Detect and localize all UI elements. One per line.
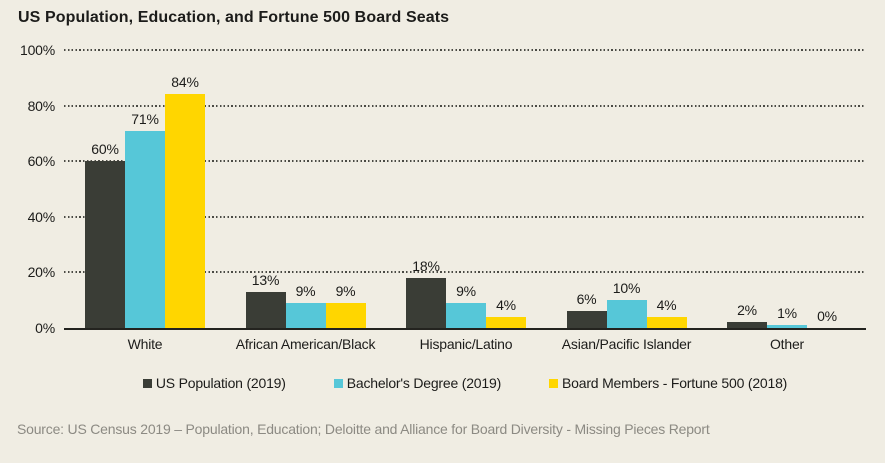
category-label: White	[127, 336, 163, 352]
category-label: Asian/Pacific Islander	[561, 336, 692, 352]
bar-column: 71%	[125, 50, 165, 328]
bar	[446, 302, 486, 328]
legend-item: US Population (2019)	[142, 375, 286, 391]
bar-column: 18%	[406, 50, 446, 328]
bar-group: 2% 1% 0%	[727, 50, 847, 328]
bar-value-label: 4%	[496, 296, 516, 313]
bar	[606, 300, 647, 328]
bar-value-label: 4%	[656, 296, 677, 313]
y-tick-label: 40%	[27, 208, 56, 225]
bar-value-label: 0%	[817, 308, 837, 324]
y-tick-label: 100%	[19, 42, 55, 58]
bar	[727, 322, 767, 328]
legend-label: US Population (2019)	[155, 375, 286, 391]
legend-label: Board Members - Fortune 500 (2018)	[562, 375, 788, 391]
y-axis: 0% 20% 40% 60% 80% 100%	[0, 42, 56, 336]
bar-column: 6%	[566, 50, 607, 328]
bar-column: 4%	[486, 50, 526, 328]
bar-group: 18% 9% 4%	[406, 50, 526, 328]
legend-swatch	[142, 378, 152, 388]
category-label: Hispanic/Latino	[419, 336, 513, 352]
bar-column: 9%	[446, 50, 486, 328]
category-label: African American/Black	[235, 336, 376, 352]
gridline	[64, 215, 866, 218]
bar-value-label: 1%	[777, 305, 797, 322]
gridline	[64, 160, 866, 163]
bar-column: 9%	[325, 50, 366, 328]
bar	[566, 311, 607, 328]
bar	[646, 316, 687, 328]
bar	[767, 325, 807, 328]
x-axis-labels: White African American/Black Hispanic/Lati…	[85, 336, 847, 352]
legend-swatch	[549, 378, 559, 388]
bar-column: 13%	[245, 50, 286, 328]
bar-group: 6% 10% 4%	[566, 50, 687, 328]
bar-groups: 60% 71% 84% 13% 9% 9% 18% 9% 4% 6% 10% 4% 2% 1% 0%	[85, 50, 847, 328]
legend-item: Board Members - Fortune 500 (2018)	[549, 375, 787, 391]
bar-value-label: 9%	[456, 282, 476, 299]
bar-column: 10%	[606, 50, 647, 328]
gridline	[64, 271, 866, 274]
bar-column: 84%	[165, 50, 205, 328]
bar-group: 60% 71% 84%	[85, 50, 205, 328]
y-tick-label: 20%	[27, 264, 56, 281]
bar-group: 13% 9% 9%	[245, 50, 366, 328]
category-label: Other	[769, 336, 804, 352]
bar-value-label: 60%	[91, 141, 119, 158]
bar	[125, 130, 165, 328]
bar-column: 1%	[767, 50, 807, 328]
bar-column: 9%	[285, 50, 326, 328]
bar	[325, 302, 366, 328]
bar	[406, 277, 446, 328]
bar-value-label: 9%	[295, 282, 316, 299]
bar-column: 0%	[807, 50, 847, 328]
bar-value-label: 13%	[251, 271, 280, 288]
bar-column: 60%	[85, 50, 125, 328]
legend-item: Bachelor's Degree (2019)	[333, 375, 502, 391]
legend-label: Bachelor's Degree (2019)	[346, 375, 502, 391]
bar-value-label: 18%	[412, 257, 440, 274]
bar-value-label: 71%	[131, 110, 159, 127]
gridline	[64, 49, 866, 51]
bar	[165, 94, 205, 328]
bar-value-label: 9%	[335, 282, 356, 299]
bar-value-label: 84%	[171, 74, 199, 91]
bar-value-label: 10%	[612, 280, 641, 297]
bar	[245, 291, 286, 328]
bar	[85, 161, 125, 328]
chart-title: US Population, Education, and Fortune 50…	[18, 9, 450, 26]
bar	[486, 316, 526, 328]
y-tick-label: 0%	[35, 320, 55, 336]
source-text: Source: US Census 2019 – Population, Edu…	[17, 421, 710, 437]
bar-value-label: 6%	[576, 291, 597, 308]
legend: US Population (2019) Bachelor's Degree (2…	[64, 375, 866, 391]
bar-column: 4%	[646, 50, 687, 328]
gridline	[64, 104, 866, 107]
y-tick-label: 60%	[27, 153, 56, 170]
bar-value-label: 2%	[737, 302, 757, 319]
legend-swatch	[333, 378, 343, 388]
y-tick-label: 80%	[27, 97, 56, 114]
plot-area: 60% 71% 84% 13% 9% 9% 18% 9% 4% 6% 10% 4% 2% 1% 0%	[64, 49, 866, 330]
bar-column: 2%	[727, 50, 767, 328]
bar	[285, 302, 326, 328]
